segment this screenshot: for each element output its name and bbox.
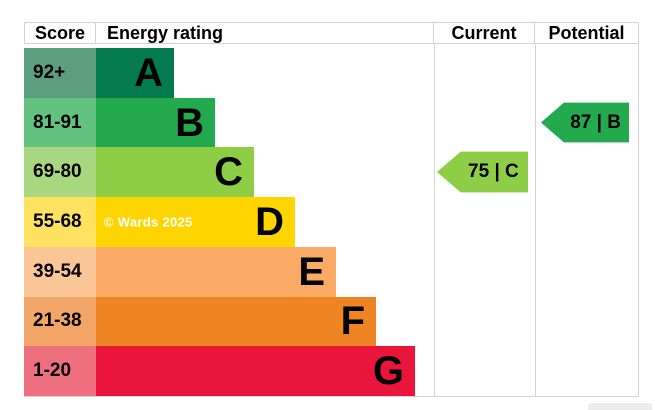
score-range-F: 21-38 <box>24 296 96 347</box>
bottom-right-gray-artifact <box>588 403 652 410</box>
band-row-F: 21-38 F <box>24 296 434 347</box>
energy-rating-column-header: Energy rating <box>107 23 224 43</box>
score-range-C: 69-80 <box>24 147 96 198</box>
current-rating-label: 75 | C <box>468 161 519 183</box>
chart-body: © Wards 2025 92+ A 81-91 B 69-80 C 55-68 D 39-54… <box>24 44 639 397</box>
band-bar-A: A <box>96 48 174 98</box>
band-row-G: 1-20 G <box>24 346 434 397</box>
table-header-row: Score Energy rating Current Potential <box>24 22 639 44</box>
score-range-A: 92+ <box>24 48 96 98</box>
band-bar-B: B <box>96 97 215 148</box>
left-arrow-shape <box>437 151 528 193</box>
current-column <box>434 44 535 396</box>
potential-rating-label: 87 | B <box>570 111 621 133</box>
left-arrow-shape <box>541 102 629 143</box>
band-letter-E: E <box>298 249 325 294</box>
band-row-D: 55-68 D <box>24 197 434 247</box>
band-bar-D: D <box>96 197 295 247</box>
band-bar-E: E <box>96 246 336 297</box>
score-range-E: 39-54 <box>24 246 96 297</box>
score-range-G: 1-20 <box>24 346 96 397</box>
band-bar-F: F <box>96 296 376 347</box>
current-rating-indicator: 75 | C <box>437 151 528 193</box>
epc-bands: © Wards 2025 92+ A 81-91 B 69-80 C 55-68 D 39-54… <box>24 44 434 397</box>
potential-column <box>535 44 639 396</box>
score-column-header: Score <box>25 23 96 43</box>
band-row-E: 39-54 E <box>24 246 434 297</box>
band-row-C: 69-80 C <box>24 147 434 198</box>
band-letter-B: B <box>175 100 204 145</box>
band-letter-F: F <box>340 299 365 344</box>
current-column-header: Current <box>433 23 534 43</box>
band-row-A: 92+ A <box>24 48 434 98</box>
band-letter-D: D <box>255 200 284 245</box>
score-range-B: 81-91 <box>24 97 96 148</box>
band-letter-G: G <box>372 349 404 394</box>
score-range-D: 55-68 <box>24 197 96 247</box>
wards-copyright-watermark: © Wards 2025 <box>104 214 193 230</box>
band-row-B: 81-91 B <box>24 97 434 148</box>
band-bar-C: C <box>96 147 254 198</box>
band-letter-A: A <box>134 50 163 95</box>
potential-rating-indicator: 87 | B <box>541 102 629 143</box>
band-letter-C: C <box>214 150 243 195</box>
epc-table: Score Energy rating Current Potential © … <box>24 22 639 397</box>
band-bar-G: G <box>96 346 415 397</box>
potential-column-header: Potential <box>534 23 638 43</box>
